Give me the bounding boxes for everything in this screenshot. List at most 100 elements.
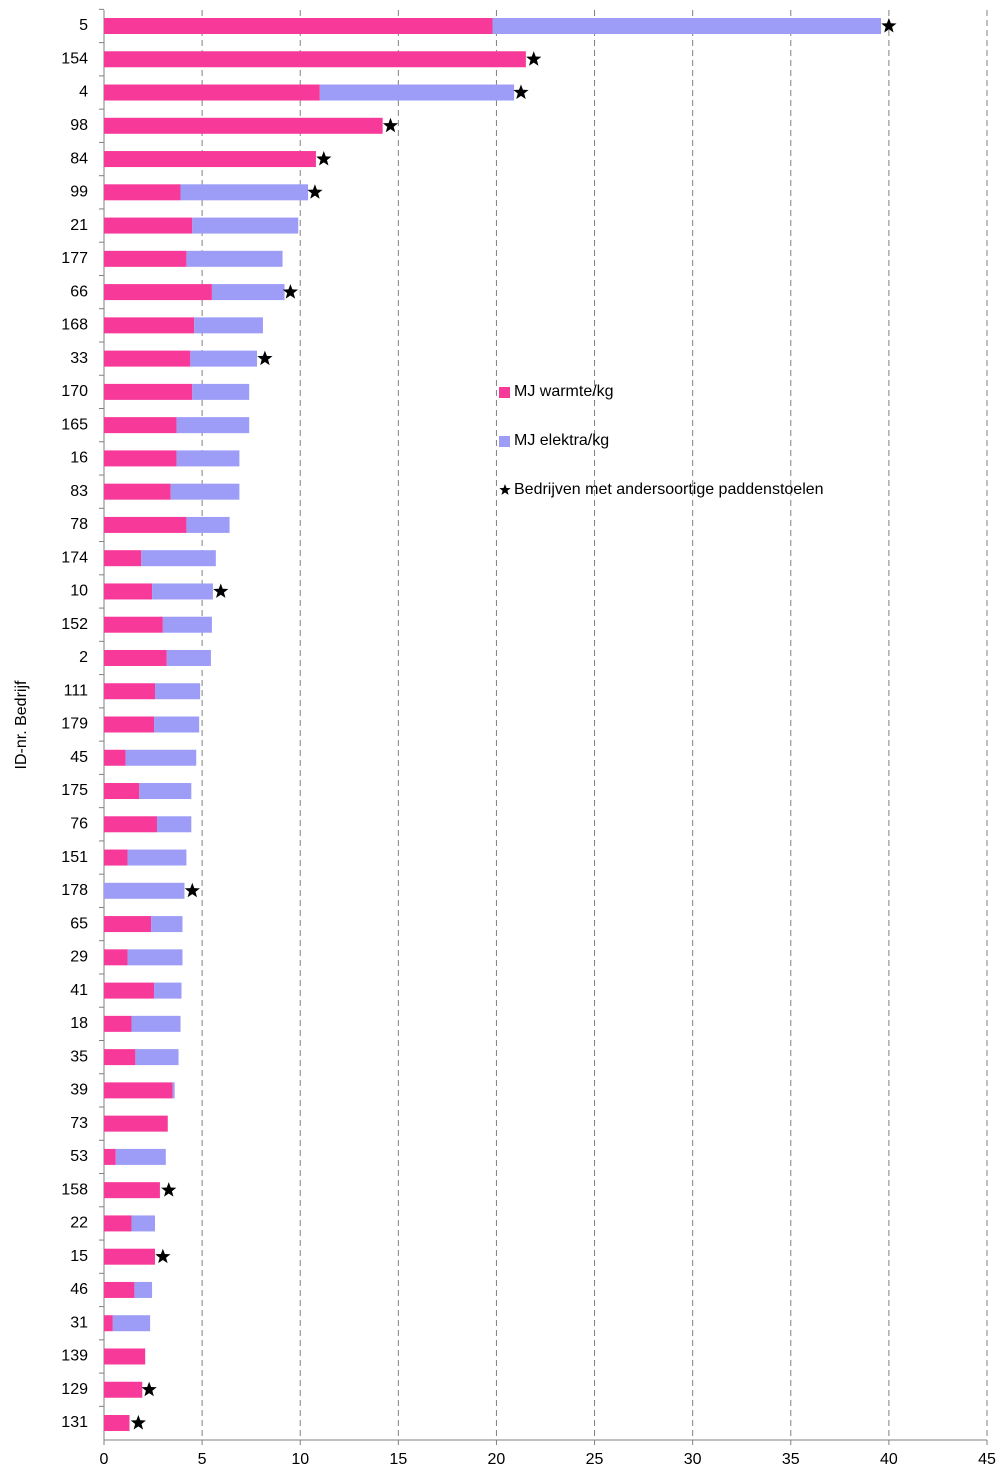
star-marker — [316, 151, 332, 166]
bar-segment — [104, 1082, 173, 1099]
bar-segment — [104, 982, 155, 999]
bar-segment — [104, 816, 157, 833]
bar-segment — [115, 1148, 166, 1165]
y-tick-label: 4 — [79, 84, 88, 101]
y-tick-label: 65 — [70, 915, 88, 932]
bar-segment — [104, 383, 193, 400]
y-tick-label: 139 — [61, 1348, 88, 1365]
y-tick-label: 16 — [70, 450, 88, 467]
bar-segment — [104, 217, 193, 234]
bar-segment — [141, 550, 216, 567]
bar-segment — [192, 217, 299, 234]
bar-segment — [154, 982, 182, 999]
y-tick-label: 31 — [70, 1314, 88, 1331]
bar-segment — [104, 516, 187, 533]
bar-segment — [152, 583, 213, 600]
y-tick-label: 29 — [70, 949, 88, 966]
star-marker — [282, 284, 299, 299]
x-tick-label: 10 — [291, 1451, 309, 1468]
bar-segment — [104, 117, 383, 134]
bar-segment — [104, 916, 152, 933]
y-tick-label: 98 — [70, 117, 88, 134]
bar-segment — [104, 1315, 113, 1332]
bar-segment — [104, 783, 140, 800]
bar-segment — [104, 716, 155, 733]
legend-marker — [499, 484, 511, 495]
x-tick-label: 35 — [782, 1451, 800, 1468]
x-tick-label: 45 — [978, 1451, 996, 1468]
star-marker — [130, 1415, 146, 1430]
star-marker — [513, 84, 529, 99]
y-tick-label: 165 — [61, 416, 88, 433]
bar-segment — [319, 84, 515, 101]
bar-segment — [104, 350, 191, 367]
y-tick-label: 45 — [70, 749, 88, 766]
star-marker — [161, 1182, 177, 1197]
bar-segment — [104, 1381, 143, 1398]
bar-segment — [104, 1248, 156, 1265]
bar-segment — [104, 317, 195, 334]
star-marker — [141, 1381, 157, 1397]
y-tick-label: 41 — [70, 982, 88, 999]
x-tick-label: 0 — [100, 1451, 109, 1468]
star-marker — [881, 18, 897, 33]
x-tick-label: 20 — [488, 1451, 506, 1468]
y-tick-label: 174 — [61, 549, 88, 566]
bar-segment — [104, 250, 187, 267]
bar-segment — [176, 450, 240, 467]
legend-label: Bedrijven met andersoortige paddenstoele… — [514, 481, 824, 498]
y-tick-label: 5 — [79, 17, 88, 34]
bar-segment — [139, 783, 192, 800]
bar-segment — [104, 184, 181, 201]
bar-segment — [192, 383, 250, 400]
bar-segment — [104, 1348, 146, 1365]
bar-segment — [104, 749, 126, 766]
y-tick-label: 168 — [61, 317, 88, 334]
bar-segment — [166, 649, 211, 666]
bar-segment — [211, 284, 285, 301]
y-tick-label: 22 — [70, 1215, 88, 1232]
y-tick-label: 46 — [70, 1281, 88, 1298]
bar-segment — [104, 483, 171, 500]
bar-segment — [104, 450, 177, 467]
y-tick-label: 170 — [61, 383, 88, 400]
y-tick-label: 78 — [70, 516, 88, 533]
bar-segment — [104, 683, 156, 700]
bar-segment — [134, 1281, 153, 1298]
y-tick-label: 33 — [70, 350, 88, 367]
y-tick-label: 21 — [70, 217, 88, 234]
y-tick-label: 76 — [70, 816, 88, 833]
bar-segment — [131, 1215, 156, 1232]
bar-segment — [162, 616, 212, 633]
star-marker — [257, 350, 273, 366]
y-tick-label: 175 — [61, 782, 88, 799]
y-axis-title: ID-nr. Bedrijf — [13, 680, 30, 769]
bar-segment — [104, 84, 320, 101]
bar-segment — [154, 716, 200, 733]
y-tick-label: 10 — [70, 583, 88, 600]
bar-segment — [104, 882, 185, 899]
bar-segment — [104, 1215, 132, 1232]
y-tick-label: 152 — [61, 616, 88, 633]
legend-label: MJ warmte/kg — [514, 383, 614, 400]
y-tick-label: 35 — [70, 1048, 88, 1065]
bar-segment — [180, 184, 309, 201]
bar-segment — [104, 151, 316, 168]
bar-segment — [151, 916, 183, 933]
x-tick-label: 30 — [684, 1451, 702, 1468]
bar-segment — [104, 1182, 160, 1199]
y-tick-label: 178 — [61, 882, 88, 899]
bar-segment — [156, 816, 192, 833]
star-marker — [382, 117, 399, 133]
star-marker — [184, 882, 200, 898]
bar-segment — [104, 1115, 168, 1132]
bar-segment — [492, 18, 882, 34]
y-tick-label: 179 — [61, 716, 88, 733]
bar-segment — [104, 1015, 132, 1032]
legend-marker — [499, 436, 510, 447]
y-tick-label: 158 — [61, 1181, 88, 1198]
bar-segment — [125, 749, 197, 766]
y-tick-label: 154 — [61, 50, 88, 67]
